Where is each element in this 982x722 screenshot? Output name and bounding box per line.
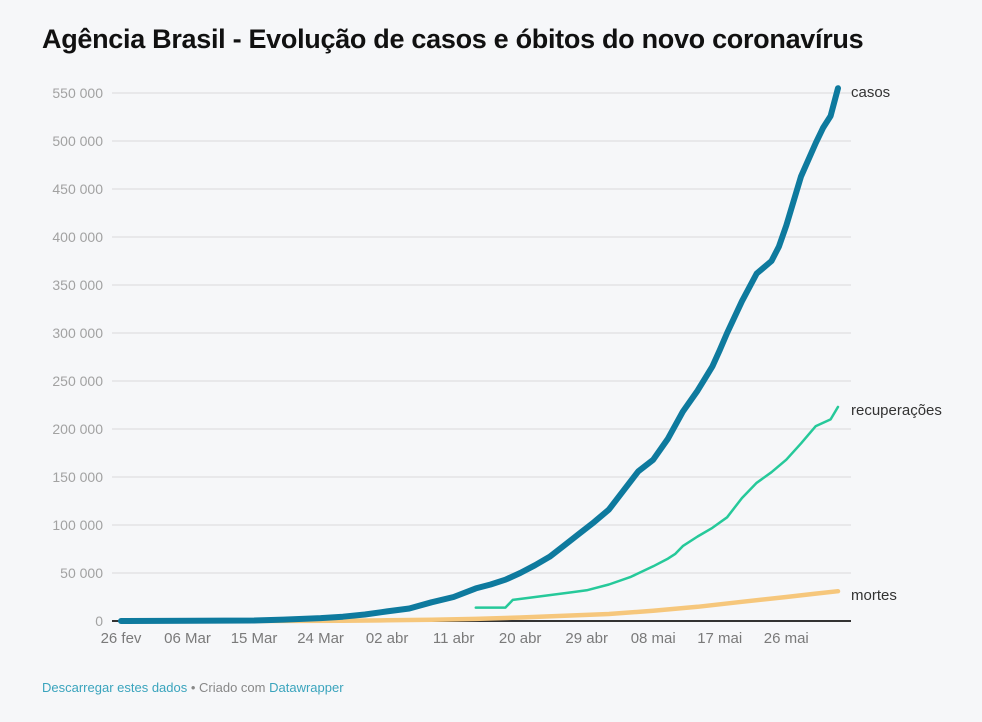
series-label-casos: casos bbox=[851, 84, 890, 101]
series-label-mortes: mortes bbox=[851, 587, 897, 604]
y-tick-label: 0 bbox=[95, 613, 103, 629]
y-tick-label: 100 000 bbox=[52, 517, 103, 533]
y-tick-label: 450 000 bbox=[52, 181, 103, 197]
y-tick-label: 250 000 bbox=[52, 373, 103, 389]
series-line-mortes bbox=[251, 588, 841, 624]
y-tick-label: 350 000 bbox=[52, 277, 103, 293]
chart-title: Agência Brasil - Evolução de casos e óbi… bbox=[42, 24, 864, 54]
chart-footer: Descarregar estes dados • Criado com Dat… bbox=[42, 680, 344, 695]
x-tick-label: 20 abr bbox=[499, 630, 542, 647]
x-tick-label: 29 abr bbox=[565, 630, 608, 647]
x-tick-label: 26 mai bbox=[764, 630, 809, 647]
gridlines bbox=[112, 92, 851, 574]
x-tick-label: 24 Mar bbox=[297, 630, 344, 647]
x-tick-label: 26 fev bbox=[101, 630, 142, 647]
x-axis: 26 fev 06 Mar 15 Mar 24 Mar 02 abr 11 abr 20 a… bbox=[101, 630, 809, 647]
x-tick-label: 11 abr bbox=[433, 630, 474, 647]
y-axis: 0 50 000 100 000 150 000 200 000 250 000 300 0… bbox=[52, 85, 103, 629]
x-tick-label: 06 Mar bbox=[164, 630, 211, 647]
series-label-recuperacoes: recuperações bbox=[851, 402, 942, 419]
y-tick-label: 50 000 bbox=[60, 565, 103, 581]
y-tick-label: 150 000 bbox=[52, 469, 103, 485]
x-tick-label: 15 Mar bbox=[231, 630, 278, 647]
y-tick-label: 300 000 bbox=[52, 325, 103, 341]
footer-separator: • Criado com bbox=[187, 680, 270, 695]
x-tick-label: 17 mai bbox=[697, 630, 742, 647]
y-tick-label: 400 000 bbox=[52, 229, 103, 245]
series-lines bbox=[118, 85, 841, 624]
y-tick-label: 500 000 bbox=[52, 133, 103, 149]
y-tick-label: 200 000 bbox=[52, 421, 103, 437]
download-data-link[interactable]: Descarregar estes dados bbox=[42, 680, 188, 695]
series-labels: casos recuperações mortes bbox=[851, 84, 942, 604]
series-line-recuperacoes bbox=[474, 405, 840, 609]
series-line-casos bbox=[118, 85, 841, 624]
y-tick-label: 550 000 bbox=[52, 85, 103, 101]
datawrapper-link[interactable]: Datawrapper bbox=[269, 680, 344, 695]
x-tick-label: 08 mai bbox=[631, 630, 676, 647]
x-tick-label: 02 abr bbox=[366, 630, 409, 647]
